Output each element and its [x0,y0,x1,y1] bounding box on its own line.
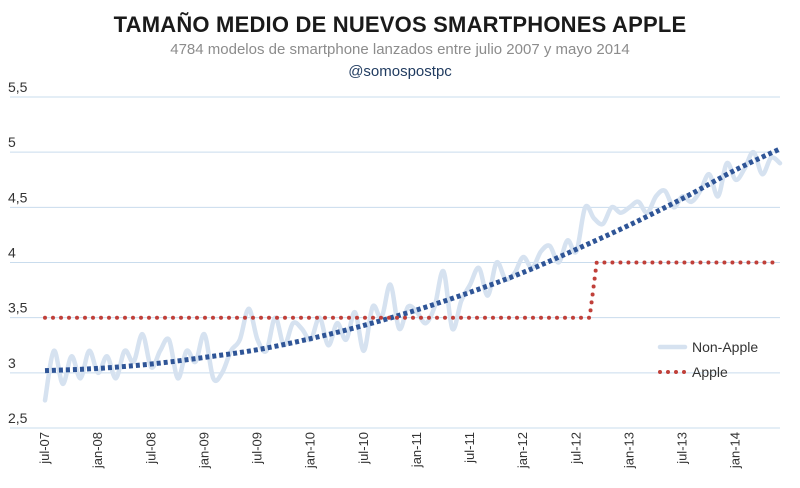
legend-label: Apple [692,364,728,380]
y-axis-ticks: 2,5 3 3,5 4 4,5 5 5,5 [8,79,28,426]
y-tick-label: 5 [8,134,16,150]
x-tick-label: jan-12 [515,432,530,469]
y-tick-label: 3,5 [8,300,28,316]
x-tick-label: jan-14 [728,432,743,469]
x-tick-label: jul-12 [568,432,583,465]
y-tick-label: 4,5 [8,189,28,205]
x-tick-label: jul-13 [675,432,690,465]
x-tick-label: jul-09 [250,432,265,465]
x-tick-label: jan-08 [90,432,105,469]
y-tick-label: 4 [8,245,16,261]
x-axis-ticks: jul-07 jan-08 jul-08 jan-09 jul-09 jan-10 jul-… [37,432,743,469]
y-tick-label: 3 [8,355,16,371]
y-tick-label: 5,5 [8,79,28,95]
y-tick-label: 2,5 [8,410,28,426]
x-tick-label: jul-08 [143,432,158,465]
legend-label: Non-Apple [692,339,758,355]
x-tick-label: jul-07 [37,432,52,465]
x-tick-label: jan-09 [196,432,211,469]
series-group [42,146,783,403]
non-apple-trend-line [44,146,782,374]
non-apple-series-line [42,149,783,403]
source-handle: @somospostpc [348,63,452,80]
chart-subtitle: 4784 modelos de smartphone lanzados entr… [170,41,630,58]
apple-series-line [43,260,782,320]
chart-title: TAMAÑO MEDIO DE NUEVOS SMARTPHONES APPLE [113,12,687,37]
x-tick-label: jan-11 [409,432,424,468]
gridlines [10,96,780,429]
x-tick-label: jan-13 [621,432,636,469]
legend: Non-Apple Apple [657,339,758,380]
x-tick-label: jul-10 [356,432,371,465]
x-tick-label: jan-10 [303,432,318,469]
x-tick-label: jul-11 [462,432,477,464]
